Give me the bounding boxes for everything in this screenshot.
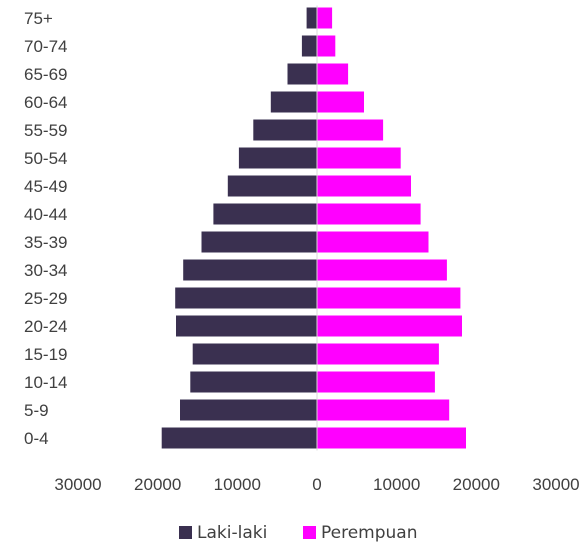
bar-male xyxy=(183,259,317,281)
bar-female xyxy=(317,371,435,393)
category-label: 10-14 xyxy=(24,373,67,392)
bar-male xyxy=(301,35,317,57)
bar-male xyxy=(192,343,317,365)
category-label: 75+ xyxy=(24,9,53,28)
category-label: 70-74 xyxy=(24,37,67,56)
category-labels: 75+ 70-74 65-69 60-64 55-59 50-54 45-49 40-44 35… xyxy=(24,9,67,448)
bar-female xyxy=(317,175,411,197)
legend-swatch-male xyxy=(179,526,192,539)
bar-male xyxy=(287,63,317,85)
bar-female xyxy=(317,399,450,421)
x-axis-tick-labels: 30000 20000 10000 0 10000 20000 30000 xyxy=(54,475,579,494)
x-tick-label: 0 xyxy=(312,475,321,494)
bar-female xyxy=(317,203,421,225)
legend: Laki-laki Perempuan xyxy=(179,523,418,543)
bar-female xyxy=(317,119,384,141)
x-tick-label: 10000 xyxy=(373,475,420,494)
bar-female xyxy=(317,343,439,365)
bar-male xyxy=(190,371,317,393)
bar-male xyxy=(306,7,317,29)
bar-female xyxy=(317,35,336,57)
category-label: 0-4 xyxy=(24,429,49,448)
category-label: 45-49 xyxy=(24,177,67,196)
bar-male xyxy=(161,427,317,449)
category-label: 35-39 xyxy=(24,233,67,252)
bar-female xyxy=(317,287,461,309)
bar-male xyxy=(180,399,317,421)
bar-female xyxy=(317,63,349,85)
category-label: 40-44 xyxy=(24,205,67,224)
bar-male xyxy=(253,119,317,141)
bar-female xyxy=(317,427,466,449)
bar-male xyxy=(270,91,317,113)
bar-female xyxy=(317,147,401,169)
category-label: 5-9 xyxy=(24,401,49,420)
x-tick-label: 30000 xyxy=(54,475,101,494)
bar-female xyxy=(317,91,364,113)
legend-swatch-female xyxy=(303,526,316,539)
bars xyxy=(161,7,466,449)
bar-female xyxy=(317,259,447,281)
bar-male xyxy=(175,287,317,309)
bar-female xyxy=(317,7,333,29)
category-label: 15-19 xyxy=(24,345,67,364)
bar-female xyxy=(317,231,429,253)
category-label: 65-69 xyxy=(24,65,67,84)
bar-male xyxy=(201,231,317,253)
bar-male xyxy=(213,203,317,225)
legend-label-female: Perempuan xyxy=(321,523,418,543)
legend-label-male: Laki-laki xyxy=(197,523,267,543)
x-tick-label: 20000 xyxy=(134,475,181,494)
category-label: 60-64 xyxy=(24,93,67,112)
category-label: 55-59 xyxy=(24,121,67,140)
x-tick-label: 20000 xyxy=(453,475,500,494)
bar-male xyxy=(176,315,317,337)
x-tick-label: 30000 xyxy=(532,475,579,494)
category-label: 30-34 xyxy=(24,261,67,280)
bar-male xyxy=(238,147,317,169)
category-label: 20-24 xyxy=(24,317,67,336)
category-label: 25-29 xyxy=(24,289,67,308)
category-label: 50-54 xyxy=(24,149,67,168)
x-tick-label: 10000 xyxy=(214,475,261,494)
bar-male xyxy=(227,175,317,197)
bar-female xyxy=(317,315,462,337)
